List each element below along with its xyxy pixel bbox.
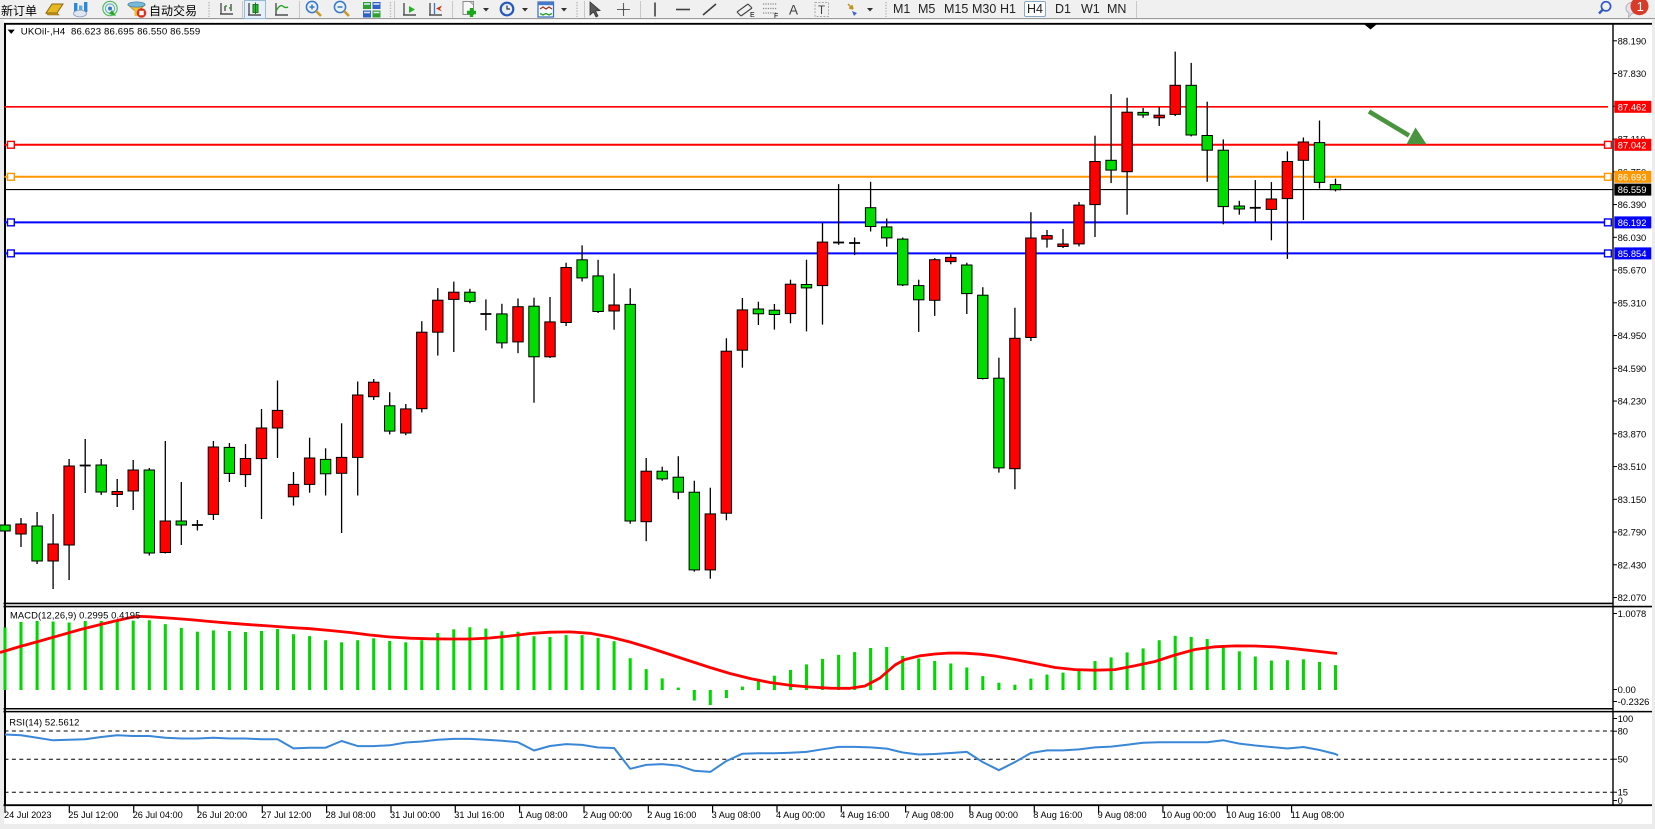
svg-text:87.042: 87.042 bbox=[1618, 139, 1647, 150]
svg-text:2 Aug 00:00: 2 Aug 00:00 bbox=[583, 810, 632, 820]
svg-text:86.559: 86.559 bbox=[1618, 184, 1647, 195]
svg-text:83.150: 83.150 bbox=[1618, 494, 1647, 505]
svg-text:86.693: 86.693 bbox=[1618, 171, 1647, 182]
svg-text:84.230: 84.230 bbox=[1618, 396, 1647, 407]
svg-text:RSI(14) 52.5612: RSI(14) 52.5612 bbox=[9, 716, 79, 727]
svg-text:1: 1 bbox=[1637, 0, 1644, 14]
svg-text:85.310: 85.310 bbox=[1618, 297, 1647, 308]
svg-text:87.462: 87.462 bbox=[1618, 101, 1647, 112]
svg-text:86.192: 86.192 bbox=[1618, 217, 1647, 228]
svg-text:26 Jul 20:00: 26 Jul 20:00 bbox=[197, 810, 247, 820]
svg-text:31 Jul 16:00: 31 Jul 16:00 bbox=[454, 810, 504, 820]
svg-text:82.430: 82.430 bbox=[1618, 559, 1647, 570]
svg-text:80: 80 bbox=[1618, 726, 1628, 737]
svg-text:1 Aug 08:00: 1 Aug 08:00 bbox=[519, 810, 568, 820]
svg-text:A: A bbox=[789, 3, 798, 18]
svg-text:84.590: 84.590 bbox=[1618, 363, 1647, 374]
svg-text:4 Aug 16:00: 4 Aug 16:00 bbox=[840, 810, 889, 820]
svg-text:7 Aug 08:00: 7 Aug 08:00 bbox=[905, 810, 954, 820]
svg-text:85.854: 85.854 bbox=[1618, 248, 1647, 259]
svg-text:83.510: 83.510 bbox=[1618, 461, 1647, 472]
svg-text:8 Aug 16:00: 8 Aug 16:00 bbox=[1033, 810, 1082, 820]
svg-text:3 Aug 08:00: 3 Aug 08:00 bbox=[712, 810, 761, 820]
svg-text:82.790: 82.790 bbox=[1618, 527, 1647, 538]
svg-text:10 Aug 00:00: 10 Aug 00:00 bbox=[1162, 810, 1216, 820]
svg-text:9 Aug 08:00: 9 Aug 08:00 bbox=[1098, 810, 1147, 820]
svg-text:85.670: 85.670 bbox=[1618, 265, 1647, 276]
svg-text:0.00: 0.00 bbox=[1618, 684, 1636, 695]
svg-text:E: E bbox=[750, 12, 755, 19]
svg-text:82.070: 82.070 bbox=[1618, 592, 1647, 603]
svg-text:8 Aug 00:00: 8 Aug 00:00 bbox=[969, 810, 1018, 820]
svg-text:1.0078: 1.0078 bbox=[1618, 608, 1647, 619]
svg-text:25 Jul 12:00: 25 Jul 12:00 bbox=[68, 810, 118, 820]
svg-text:50: 50 bbox=[1618, 754, 1628, 765]
svg-text:86.390: 86.390 bbox=[1618, 199, 1647, 210]
svg-text:100: 100 bbox=[1618, 713, 1634, 724]
svg-text:-0.2326: -0.2326 bbox=[1618, 696, 1650, 707]
svg-text:F: F bbox=[774, 13, 778, 20]
svg-text:26 Jul 04:00: 26 Jul 04:00 bbox=[133, 810, 183, 820]
svg-text:24 Jul 2023: 24 Jul 2023 bbox=[4, 810, 52, 820]
svg-text:84.950: 84.950 bbox=[1618, 330, 1647, 341]
svg-text:MACD(12,26,9) 0.2995 0.4195: MACD(12,26,9) 0.2995 0.4195 bbox=[10, 609, 140, 620]
svg-text:87.830: 87.830 bbox=[1618, 68, 1647, 79]
svg-text:T: T bbox=[818, 5, 825, 17]
svg-text:15: 15 bbox=[1618, 787, 1628, 798]
svg-text:86.030: 86.030 bbox=[1618, 232, 1647, 243]
svg-text:28 Jul 08:00: 28 Jul 08:00 bbox=[326, 810, 376, 820]
svg-text:83.870: 83.870 bbox=[1618, 428, 1647, 439]
svg-text:10 Aug 16:00: 10 Aug 16:00 bbox=[1226, 810, 1280, 820]
svg-text:11 Aug 08:00: 11 Aug 08:00 bbox=[1291, 810, 1344, 820]
svg-text:31 Jul 00:00: 31 Jul 00:00 bbox=[390, 810, 440, 820]
svg-text:4 Aug 00:00: 4 Aug 00:00 bbox=[776, 810, 825, 820]
svg-text:27 Jul 12:00: 27 Jul 12:00 bbox=[261, 810, 311, 820]
svg-text:UKOil-,H4 86.623 86.695 86.55: UKOil-,H4 86.623 86.695 86.550 86.559 bbox=[21, 27, 201, 38]
svg-text:0: 0 bbox=[1618, 795, 1623, 806]
svg-text:2 Aug 16:00: 2 Aug 16:00 bbox=[647, 810, 696, 820]
svg-text:88.190: 88.190 bbox=[1618, 35, 1647, 46]
